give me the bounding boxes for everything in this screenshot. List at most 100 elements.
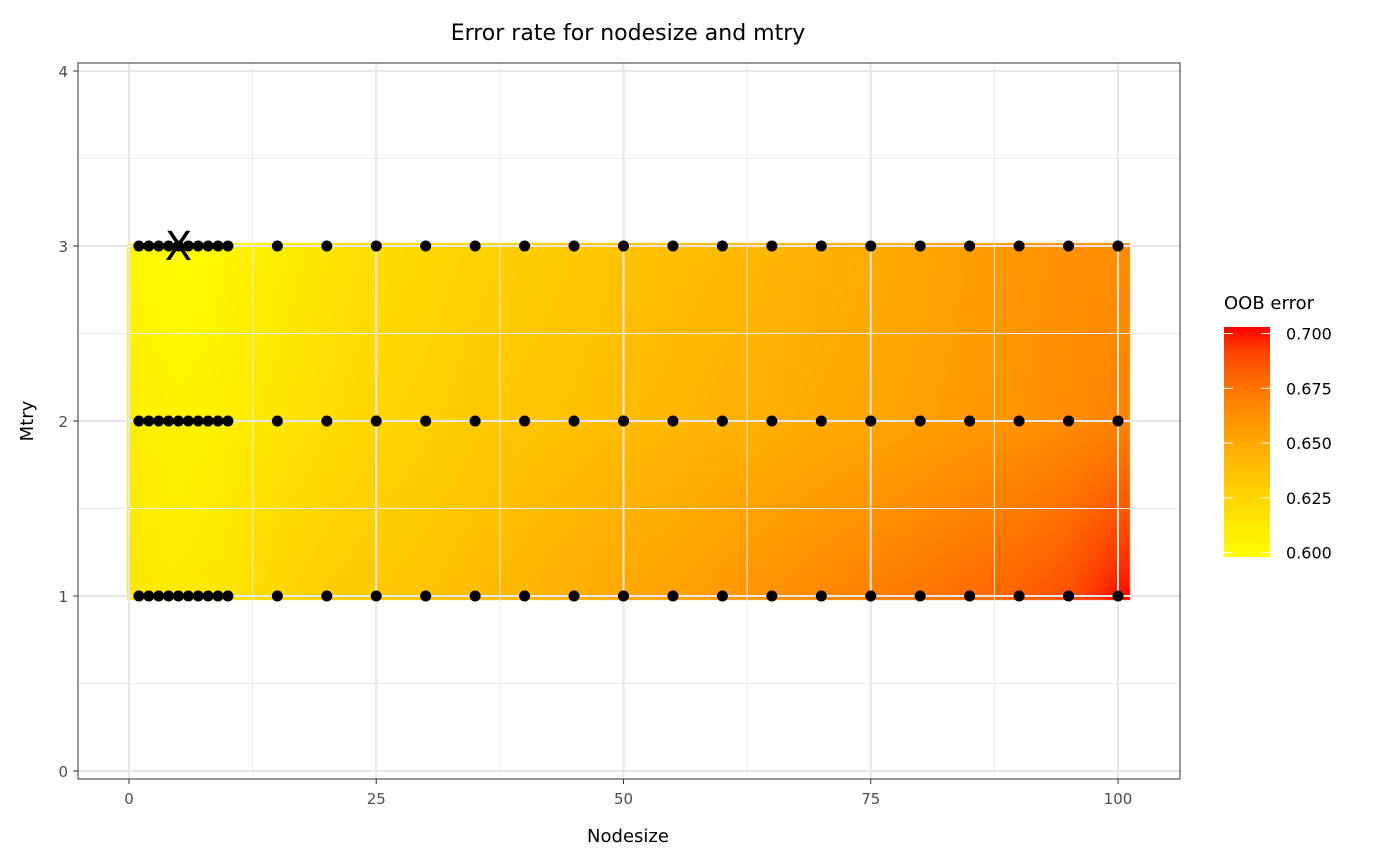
data-point — [420, 415, 432, 427]
data-point — [182, 415, 194, 427]
y-tick-label: 1 — [58, 588, 68, 606]
data-point — [469, 590, 481, 602]
data-point — [964, 590, 976, 602]
data-point — [667, 240, 679, 252]
data-point — [914, 415, 926, 427]
data-point — [202, 590, 214, 602]
data-point — [568, 240, 580, 252]
y-tick-label: 3 — [58, 238, 68, 256]
data-point — [172, 590, 184, 602]
chart-title: Error rate for nodesize and mtry — [451, 21, 806, 46]
data-point — [716, 415, 728, 427]
data-point — [133, 590, 145, 602]
data-point — [914, 590, 926, 602]
data-point — [1013, 415, 1025, 427]
legend-colorbar — [1224, 327, 1270, 557]
data-point — [212, 590, 224, 602]
data-point — [865, 590, 877, 602]
data-point — [1063, 415, 1075, 427]
data-point — [815, 590, 827, 602]
best-marker: X — [165, 224, 192, 270]
data-point — [618, 590, 629, 602]
data-point — [163, 590, 175, 602]
y-tick-label: 2 — [58, 413, 68, 431]
data-point — [192, 415, 204, 427]
data-point — [964, 240, 976, 252]
data-point — [865, 240, 877, 252]
y-tick-label: 0 — [58, 763, 68, 781]
data-point — [172, 415, 184, 427]
data-point — [182, 590, 194, 602]
data-point — [519, 590, 531, 602]
y-axis-title: Mtry — [17, 400, 38, 441]
data-point — [469, 415, 481, 427]
axes: 0 25 50 75 100 0 1 2 3 4 — [58, 63, 1132, 808]
data-point — [716, 590, 728, 602]
legend-tick-label: 0.625 — [1286, 489, 1332, 508]
legend: OOB error 0.600 0.625 0.650 0.675 0.700 — [1224, 293, 1332, 563]
data-point — [370, 590, 382, 602]
data-point — [212, 240, 224, 252]
data-point — [321, 415, 333, 427]
data-point — [222, 590, 234, 602]
data-point — [1063, 240, 1075, 252]
data-point — [667, 590, 679, 602]
x-tick-label: 0 — [124, 790, 134, 808]
data-point — [133, 415, 145, 427]
data-point — [192, 240, 204, 252]
data-point — [163, 240, 175, 252]
data-point — [153, 590, 165, 602]
data-point — [202, 415, 214, 427]
data-point — [153, 415, 165, 427]
legend-tick-label: 0.650 — [1286, 434, 1332, 453]
data-point — [815, 415, 827, 427]
x-axis-title: Nodesize — [587, 826, 669, 847]
data-point — [914, 240, 926, 252]
data-point — [271, 590, 283, 602]
data-point — [172, 240, 184, 252]
data-point — [370, 240, 382, 252]
data-point — [202, 240, 214, 252]
legend-tick-label: 0.600 — [1286, 544, 1332, 563]
legend-title: OOB error — [1224, 293, 1315, 314]
data-point — [420, 240, 432, 252]
data-point — [192, 590, 204, 602]
data-point — [370, 415, 382, 427]
data-point — [766, 240, 778, 252]
data-point — [865, 415, 877, 427]
data-point — [163, 415, 175, 427]
data-point — [143, 240, 155, 252]
data-point — [716, 240, 728, 252]
data-point — [1013, 590, 1025, 602]
data-point — [420, 590, 432, 602]
data-point — [1063, 590, 1075, 602]
data-point — [222, 415, 234, 427]
data-point — [469, 240, 481, 252]
data-point — [766, 415, 778, 427]
data-point — [568, 590, 580, 602]
data-point — [568, 415, 580, 427]
data-point — [667, 415, 679, 427]
data-point — [766, 590, 778, 602]
x-tick-label: 100 — [1104, 790, 1133, 808]
data-points: X — [133, 224, 1124, 602]
x-tick-label: 75 — [861, 790, 880, 808]
data-point — [133, 240, 145, 252]
data-point — [271, 240, 283, 252]
data-point — [618, 240, 629, 252]
data-point — [1112, 590, 1124, 602]
data-point — [519, 240, 531, 252]
data-point — [222, 240, 234, 252]
data-point — [143, 415, 155, 427]
x-tick-label: 50 — [614, 790, 633, 808]
data-point — [1112, 415, 1124, 427]
data-point — [321, 240, 333, 252]
data-point — [964, 415, 976, 427]
data-point — [271, 415, 283, 427]
data-point — [815, 240, 827, 252]
data-point — [1112, 240, 1124, 252]
y-tick-label: 4 — [58, 63, 68, 81]
